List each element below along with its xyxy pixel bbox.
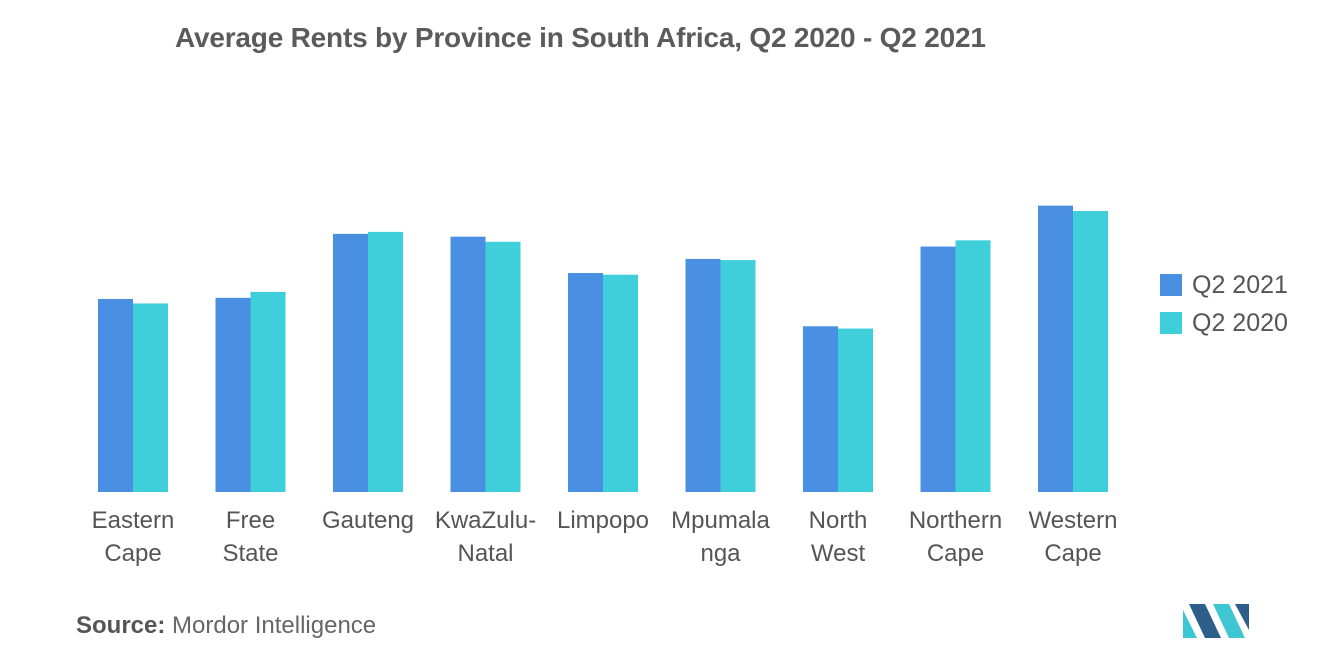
x-tick-label-mpumala-nga: Mpumala nga	[671, 507, 770, 567]
bar-free-state-q2-2021	[215, 297, 251, 492]
bar-north-west-q2-2021	[803, 326, 838, 492]
x-tick-label-north-west: North West	[809, 507, 868, 567]
bar-mpumala-nga-q2-2021	[685, 258, 721, 492]
x-tick-label-limpopo: Limpopo	[557, 507, 649, 534]
x-tick-label-western-cape: Western Cape	[1029, 507, 1118, 567]
bar-gauteng-q2-2021	[333, 233, 368, 492]
bar-eastern-cape-q2-2020	[133, 303, 168, 492]
bar-northern-cape-q2-2020	[955, 240, 991, 492]
x-tick-label-eastern-cape: Eastern Cape	[92, 507, 175, 567]
x-tick-label-northern-cape: Northern Cape	[909, 507, 1002, 567]
legend-label-q2-2020: Q2 2020	[1192, 308, 1288, 337]
bar-eastern-cape-q2-2021	[98, 298, 133, 492]
source-label: Source:	[76, 612, 166, 639]
bar-limpopo-q2-2021	[568, 273, 603, 492]
mordor-logo-icon	[1183, 604, 1249, 638]
bar-western-cape-q2-2021	[1038, 205, 1073, 492]
legend-swatch-q2-2021	[1160, 274, 1182, 296]
bar-kwazulu-natal-q2-2020	[485, 241, 521, 492]
chart-title: Average Rents by Province in South Afric…	[175, 22, 986, 53]
legend-item-q2-2020: Q2 2020	[1160, 304, 1288, 342]
bar-western-cape-q2-2020	[1073, 211, 1108, 492]
bar-free-state-q2-2020	[250, 291, 286, 492]
bar-northern-cape-q2-2021	[920, 246, 956, 492]
legend: Q2 2021 Q2 2020	[1160, 266, 1288, 342]
x-tick-labels: Eastern Cape Free State Gauteng KwaZulu-Natal…	[92, 507, 1118, 567]
source-value: Mordor Intelligence	[172, 612, 377, 639]
bar-kwazulu-natal-q2-2021	[450, 236, 486, 492]
bar-limpopo-q2-2020	[603, 274, 638, 492]
legend-swatch-q2-2020	[1160, 312, 1182, 334]
legend-item-q2-2021: Q2 2021	[1160, 266, 1288, 304]
bars-group	[98, 205, 1108, 492]
x-tick-label-free-state: Free State	[222, 507, 278, 567]
bar-north-west-q2-2020	[838, 328, 873, 492]
bar-gauteng-q2-2020	[368, 231, 403, 492]
legend-label-q2-2021: Q2 2021	[1192, 270, 1288, 299]
x-tick-label-kwazulu-natal: KwaZulu-Natal	[435, 507, 536, 567]
bar-mpumala-nga-q2-2020	[720, 260, 756, 492]
x-tick-label-gauteng: Gauteng	[322, 507, 414, 534]
source-note: Source: Mordor Intelligence	[76, 612, 376, 640]
